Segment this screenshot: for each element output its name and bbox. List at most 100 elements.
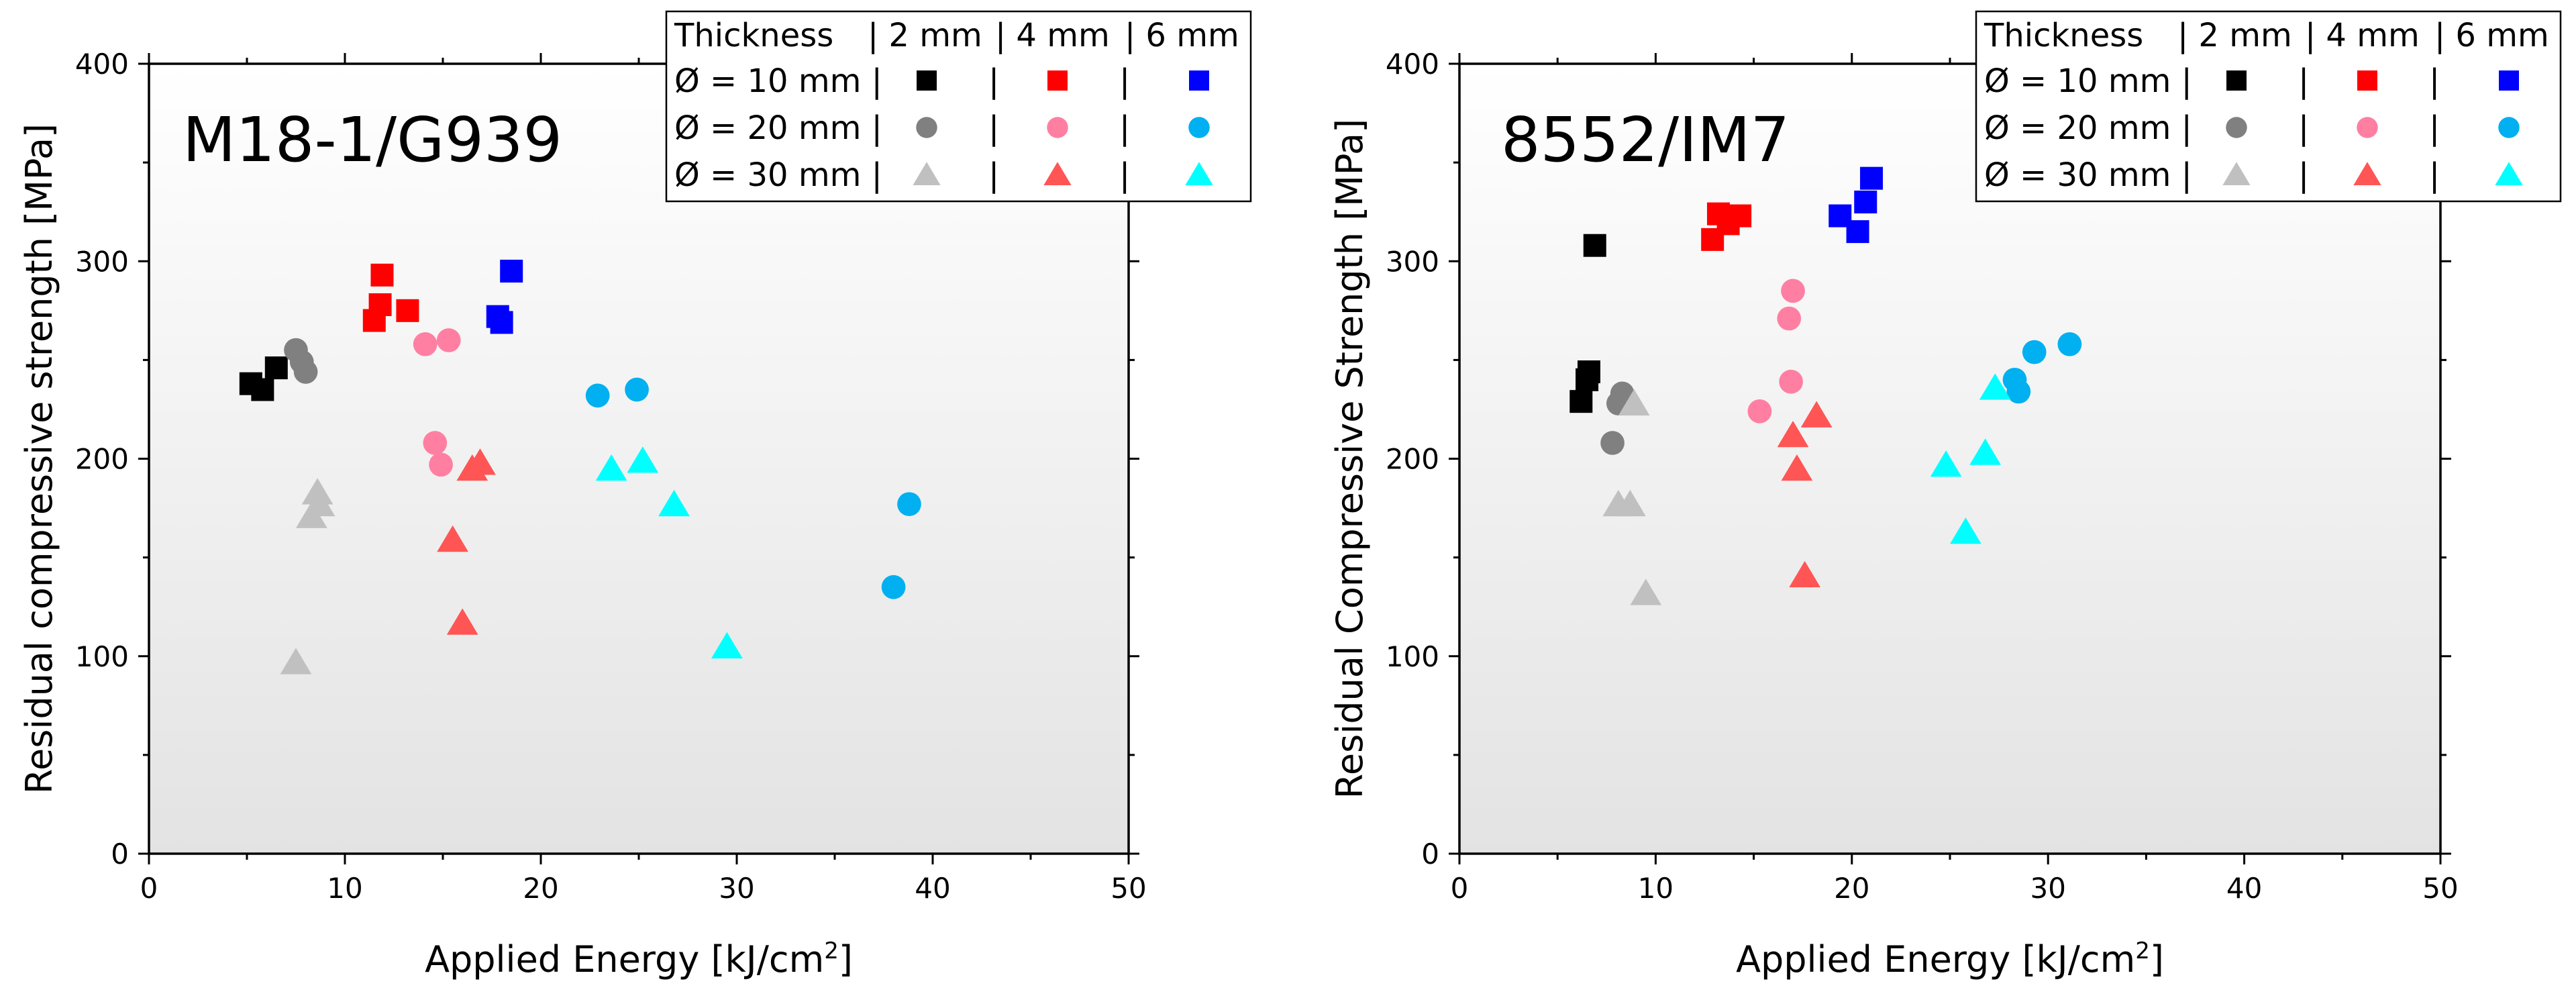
y-tick-label: 200 <box>1386 443 1439 476</box>
y-tick-label: 400 <box>1386 48 1439 81</box>
data-point <box>396 299 419 322</box>
data-point <box>1800 401 1833 428</box>
data-point <box>1777 420 1809 448</box>
x-tick-label: 50 <box>1111 872 1146 905</box>
x-tick-label: 10 <box>327 872 362 905</box>
data-point <box>437 525 468 552</box>
series-6 <box>2002 332 2082 404</box>
series-8 <box>1777 401 1833 588</box>
data-point <box>446 608 478 635</box>
legend-row-label: Ø = 30 mm | <box>674 156 882 194</box>
legend-row-label: Ø = 20 mm | <box>674 109 882 147</box>
data-point <box>2057 332 2082 356</box>
legend-marker <box>913 162 941 185</box>
y-tick-label: 0 <box>111 838 129 870</box>
legend-row-label: Ø = 20 mm | <box>1984 109 2192 147</box>
data-point <box>251 378 274 401</box>
legend-box <box>665 10 1252 203</box>
y-axis-label: Residual Compressive Strength [MPa] <box>1329 119 1371 799</box>
data-point <box>585 383 610 408</box>
x-tick-label: 30 <box>719 872 754 905</box>
data-point <box>368 293 392 316</box>
legend-marker <box>2498 117 2520 138</box>
series-6 <box>585 377 921 599</box>
legend-marker <box>1188 117 1210 138</box>
legend-separator: | <box>2298 156 2309 194</box>
legend-header: | 2 mm <box>868 17 982 54</box>
series-4 <box>284 338 318 384</box>
plot-frame <box>148 62 1130 855</box>
data-point <box>464 448 496 475</box>
x-axis-label: Applied Energy [kJ/cm2] <box>1736 938 2164 981</box>
data-point <box>1569 390 1593 413</box>
series-7 <box>280 478 336 674</box>
y-tick-label: 200 <box>75 443 129 476</box>
chart-panel-2: 0 100 200 300 400 0 10 20 30 40 50 Applied Energy [… <box>1329 10 2562 981</box>
legend-separator: | <box>988 156 999 194</box>
x-tick-label: 20 <box>1834 872 1869 905</box>
legend-row-label: Ø = 30 mm | <box>1984 156 2192 194</box>
legend-separator: | <box>2429 62 2440 100</box>
data-point <box>436 328 461 352</box>
legend-header: | 6 mm <box>2434 17 2549 54</box>
legend-header: | 4 mm <box>2305 17 2420 54</box>
legend-marker <box>2499 70 2519 91</box>
y-axis-label: Residual compressive strength [MPa] <box>18 123 60 794</box>
data-point <box>1950 517 1981 544</box>
legend-separator: | <box>2429 156 2440 194</box>
data-point <box>429 452 453 477</box>
y-tick-label: 300 <box>75 245 129 278</box>
legend-marker <box>1043 162 1072 185</box>
data-point <box>1630 579 1662 605</box>
legend-marker <box>917 70 937 91</box>
x-tick-label: 20 <box>523 872 558 905</box>
data-point <box>1577 360 1600 384</box>
series-7 <box>1602 389 1662 605</box>
x-tick-label: 10 <box>1638 872 1673 905</box>
data-point <box>280 648 312 674</box>
legend-marker <box>1189 70 1209 91</box>
legend-box <box>1975 10 2562 203</box>
x-tick-label: 40 <box>2226 872 2262 905</box>
legend-separator: | <box>1119 62 1130 100</box>
y-tick-label: 0 <box>1421 838 1439 870</box>
data-point <box>303 489 336 517</box>
panel-label: M18-1/G939 <box>183 104 562 176</box>
x-tick-label: 40 <box>915 872 950 905</box>
legend-marker <box>2495 162 2523 185</box>
legend-header: Thickness <box>674 17 833 54</box>
y-tick-label: 100 <box>75 640 129 673</box>
data-point <box>711 632 743 659</box>
data-point <box>301 478 333 505</box>
legend-marker <box>2226 117 2247 138</box>
series-3 <box>486 259 523 334</box>
data-point <box>1930 450 1962 477</box>
legend-header: | 2 mm <box>2177 17 2292 54</box>
legend-marker <box>2226 70 2247 91</box>
series-1 <box>1569 234 1606 413</box>
data-point <box>264 356 288 380</box>
legend-marker <box>2357 70 2377 91</box>
series-5 <box>413 328 461 477</box>
legend-separator: | <box>2298 109 2309 147</box>
data-point <box>897 492 921 517</box>
series-8 <box>437 448 496 635</box>
series-3 <box>1828 166 1884 244</box>
x-axis-label: Applied Energy [kJ/cm2] <box>425 938 853 981</box>
data-point <box>1846 220 1869 244</box>
data-point <box>658 489 690 517</box>
data-point <box>1779 369 1804 394</box>
data-point <box>1781 279 1805 303</box>
y-tick-label: 100 <box>1386 640 1439 673</box>
legend-header: | 4 mm <box>995 17 1110 54</box>
data-point <box>423 431 448 455</box>
panel-label: 8552/IM7 <box>1501 104 1790 176</box>
plot-frame <box>1458 62 2442 855</box>
legend-separator: | <box>1119 156 1130 194</box>
data-point <box>881 574 906 599</box>
legend-separator: | <box>2429 109 2440 147</box>
data-point <box>1618 389 1650 416</box>
series-9 <box>595 446 743 659</box>
legend-marker <box>1185 162 1213 185</box>
